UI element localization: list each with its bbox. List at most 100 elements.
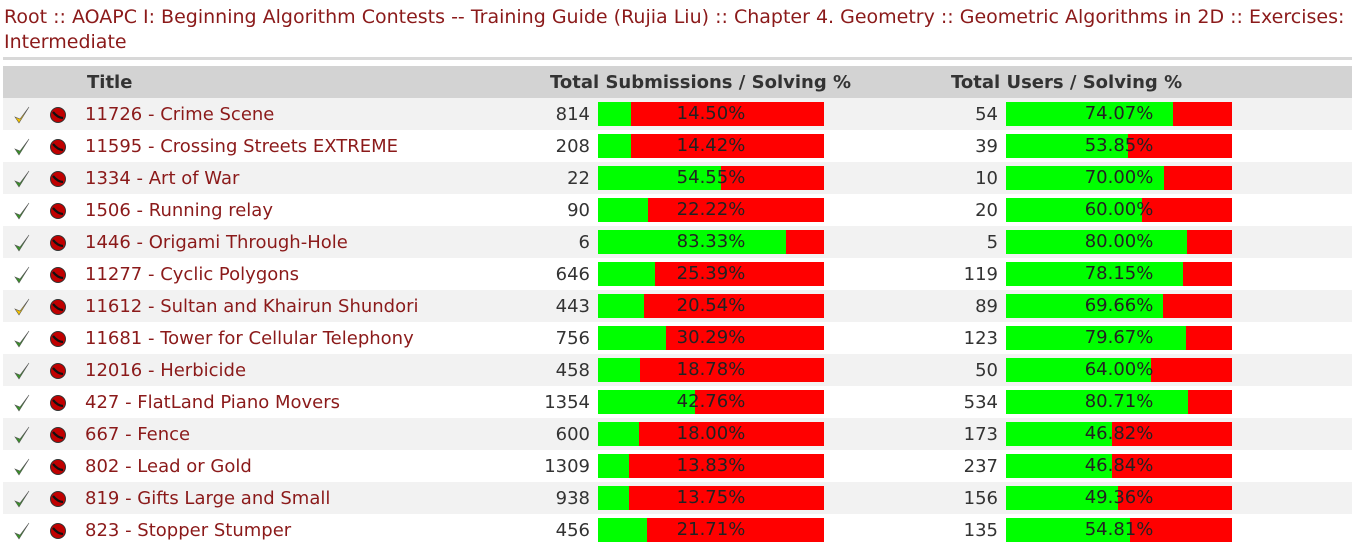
users-progress-bar: 54.81% bbox=[1006, 518, 1233, 542]
problem-link[interactable]: 11595 - Crossing Streets EXTREME bbox=[85, 135, 399, 157]
users-bar-cell: 60.00% bbox=[1006, 194, 1352, 226]
discuss-icon[interactable] bbox=[49, 264, 67, 285]
users-solved-fill bbox=[1006, 230, 1187, 254]
discuss-cell[interactable] bbox=[41, 322, 75, 354]
users-percent: 49.36% bbox=[1084, 487, 1154, 508]
submissions-percent: 25.39% bbox=[676, 263, 746, 284]
problem-link[interactable]: 1446 - Origami Through-Hole bbox=[85, 231, 348, 253]
users-bar-cell: 74.07% bbox=[1006, 98, 1352, 130]
discuss-cell[interactable] bbox=[41, 194, 75, 226]
problem-link[interactable]: 11612 - Sultan and Khairun Shundori bbox=[85, 295, 419, 317]
table-row: 11681 - Tower for Cellular Telephony 756… bbox=[3, 322, 1352, 354]
discuss-icon[interactable] bbox=[49, 392, 67, 413]
discuss-icon[interactable] bbox=[49, 456, 67, 477]
users-solved-fill bbox=[1006, 102, 1174, 126]
users-count: 173 bbox=[963, 423, 999, 445]
discuss-icon[interactable] bbox=[49, 232, 67, 253]
users-percent: 46.82% bbox=[1084, 423, 1154, 444]
problem-link[interactable]: 1506 - Running relay bbox=[85, 199, 273, 221]
discuss-cell[interactable] bbox=[41, 418, 75, 450]
discuss-icon[interactable] bbox=[49, 200, 67, 221]
check-yellow-icon bbox=[13, 296, 31, 317]
title-cell: 11595 - Crossing Streets EXTREME bbox=[75, 130, 510, 162]
status-cell bbox=[3, 162, 41, 194]
submissions-count: 1354 bbox=[544, 391, 590, 413]
users-count: 156 bbox=[963, 487, 999, 509]
discuss-cell[interactable] bbox=[41, 290, 75, 322]
discuss-cell[interactable] bbox=[41, 450, 75, 482]
discuss-icon[interactable] bbox=[49, 424, 67, 445]
problem-link[interactable]: 667 - Fence bbox=[85, 423, 191, 445]
discuss-cell[interactable] bbox=[41, 226, 75, 258]
problem-link[interactable]: 819 - Gifts Large and Small bbox=[85, 487, 331, 509]
submissions-solved-fill bbox=[598, 134, 631, 158]
status-cell bbox=[3, 386, 41, 418]
users-bar-cell: 80.71% bbox=[1006, 386, 1352, 418]
users-bar-cell: 70.00% bbox=[1006, 162, 1352, 194]
problem-link[interactable]: 11277 - Cyclic Polygons bbox=[85, 263, 300, 285]
submissions-solved-fill bbox=[598, 262, 656, 286]
discuss-cell[interactable] bbox=[41, 514, 75, 546]
discuss-icon[interactable] bbox=[49, 136, 67, 157]
submissions-count: 458 bbox=[555, 359, 590, 381]
check-green-icon bbox=[13, 328, 31, 349]
submissions-solved-fill bbox=[598, 198, 649, 222]
discuss-icon[interactable] bbox=[49, 168, 67, 189]
users-count: 5 bbox=[986, 231, 999, 253]
discuss-cell[interactable] bbox=[41, 354, 75, 386]
problem-link[interactable]: 12016 - Herbicide bbox=[85, 359, 247, 381]
users-bar-cell: 53.85% bbox=[1006, 130, 1352, 162]
problem-link[interactable]: 427 - FlatLand Piano Movers bbox=[85, 391, 341, 413]
submissions-solved-fill bbox=[598, 230, 787, 254]
submissions-percent: 42.76% bbox=[676, 391, 746, 412]
title-cell: 11612 - Sultan and Khairun Shundori bbox=[75, 290, 510, 322]
breadcrumb-chapter[interactable]: Chapter 4. Geometry bbox=[733, 6, 935, 28]
breadcrumb-separator: :: bbox=[53, 6, 66, 28]
discuss-cell[interactable] bbox=[41, 258, 75, 290]
breadcrumb-aoapc[interactable]: AOAPC I: Beginning Algorithm Contests --… bbox=[71, 6, 710, 28]
submissions-progress-bar: 83.33% bbox=[598, 230, 824, 254]
submissions-progress-bar: 22.22% bbox=[598, 198, 824, 222]
submissions-bar-cell: 20.54% bbox=[598, 290, 906, 322]
discuss-icon[interactable] bbox=[49, 328, 67, 349]
problem-link[interactable]: 802 - Lead or Gold bbox=[85, 455, 252, 477]
status-cell bbox=[3, 194, 41, 226]
breadcrumb-root[interactable]: Root bbox=[4, 6, 48, 28]
discuss-icon[interactable] bbox=[49, 520, 67, 541]
discuss-cell[interactable] bbox=[41, 162, 75, 194]
submissions-progress-bar: 21.71% bbox=[598, 518, 824, 542]
discuss-cell[interactable] bbox=[41, 482, 75, 514]
users-header[interactable]: Total Users / Solving % bbox=[951, 71, 1183, 93]
problem-link[interactable]: 11681 - Tower for Cellular Telephony bbox=[85, 327, 414, 349]
status-cell bbox=[3, 322, 41, 354]
discuss-cell[interactable] bbox=[41, 386, 75, 418]
check-green-icon bbox=[13, 392, 31, 413]
discuss-icon[interactable] bbox=[49, 488, 67, 509]
discuss-icon[interactable] bbox=[49, 104, 67, 125]
discuss-cell[interactable] bbox=[41, 130, 75, 162]
problem-link[interactable]: 1334 - Art of War bbox=[85, 167, 240, 189]
breadcrumb-section[interactable]: Geometric Algorithms in 2D bbox=[959, 6, 1225, 28]
status-cell bbox=[3, 290, 41, 322]
submissions-header[interactable]: Total Submissions / Solving % bbox=[550, 71, 852, 93]
submissions-bar-cell: 21.71% bbox=[598, 514, 906, 546]
discuss-icon[interactable] bbox=[49, 360, 67, 381]
submissions-solved-fill bbox=[598, 102, 631, 126]
title-header[interactable]: Title bbox=[87, 71, 133, 93]
submissions-percent: 30.29% bbox=[676, 327, 746, 348]
breadcrumb-current[interactable]: Exercises: Intermediate bbox=[4, 6, 1345, 53]
discuss-icon[interactable] bbox=[49, 296, 67, 317]
submissions-progress-bar: 42.76% bbox=[598, 390, 824, 414]
problem-link[interactable]: 823 - Stopper Stumper bbox=[85, 519, 292, 541]
users-solved-fill bbox=[1006, 454, 1112, 478]
users-count: 237 bbox=[963, 455, 999, 477]
discuss-cell[interactable] bbox=[41, 98, 75, 130]
submissions-count: 646 bbox=[555, 263, 590, 285]
status-cell bbox=[3, 226, 41, 258]
submissions-percent: 14.42% bbox=[676, 135, 746, 156]
submissions-percent: 13.83% bbox=[676, 455, 746, 476]
status-cell bbox=[3, 130, 41, 162]
users-bar-cell: 54.81% bbox=[1006, 514, 1352, 546]
submissions-progress-bar: 13.83% bbox=[598, 454, 824, 478]
problem-link[interactable]: 11726 - Crime Scene bbox=[85, 103, 275, 125]
